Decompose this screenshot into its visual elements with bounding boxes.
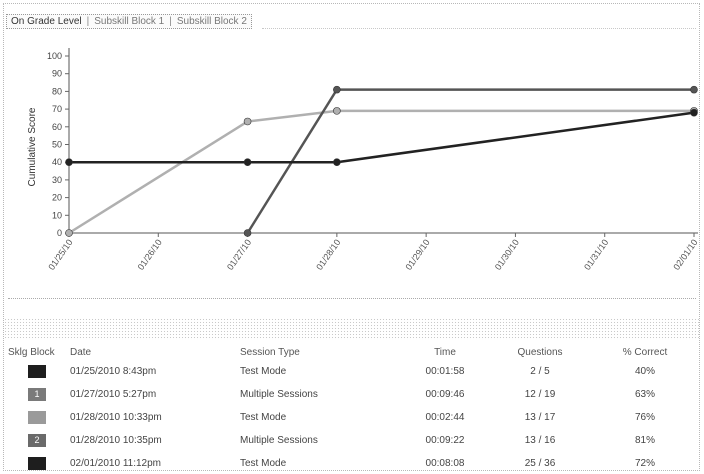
col-header-block[interactable]: Sklg Block: [8, 346, 55, 358]
pct-correct-cell: 81%: [634, 435, 655, 446]
pct-correct-cell: 63%: [634, 389, 655, 400]
y-tick-label: 0: [57, 228, 62, 238]
x-tick-label: 02/01/10: [671, 237, 699, 271]
cumulative-score-chart: Cumulative Score 01020304050607080901000…: [27, 48, 700, 272]
questions-cell: 2 / 5: [530, 366, 550, 377]
session-table: Sklg Block Date Session Type Time Questi…: [8, 344, 700, 474]
date-cell: 02/01/2010 11:12pm: [70, 458, 162, 469]
questions-cell: 12 / 19: [524, 389, 556, 400]
tab-on-grade-level[interactable]: On Grade Level: [11, 16, 82, 27]
y-tick-label: 10: [52, 210, 62, 220]
session-type-cell: Test Mode: [240, 412, 287, 423]
y-tick-label: 20: [52, 193, 62, 203]
block-cell: [8, 406, 70, 429]
section-divider: [8, 298, 696, 299]
tab-subskill-block-2[interactable]: Subskill Block 2: [176, 16, 247, 27]
x-tick-label: 01/27/10: [225, 237, 253, 271]
series-2-point: [690, 85, 698, 94]
y-tick-label: 30: [52, 175, 62, 185]
y-tick-label: 90: [52, 69, 62, 79]
questions-cell: 13 / 17: [524, 412, 556, 423]
series-1-point: [243, 117, 252, 126]
pct-correct-cell: 76%: [634, 412, 655, 423]
date-cell: 01/27/2010 5:27pm: [70, 389, 157, 400]
session-type-cell: Test Mode: [240, 458, 287, 469]
session-type-cell: Multiple Sessions: [240, 389, 318, 400]
x-tick-label: 01/29/10: [403, 237, 431, 271]
block-swatch: [28, 411, 46, 424]
y-tick-label: 40: [52, 157, 62, 167]
table-row[interactable]: 01/28/2010 10:33pm Test Mode 00:02:44 13 / …: [8, 406, 700, 429]
table-row[interactable]: 2 01/28/2010 10:35pm Multiple Sessions 00:0…: [8, 429, 700, 452]
col-header-questions[interactable]: Questions: [517, 346, 563, 358]
col-header-pct-correct[interactable]: % Correct: [622, 346, 668, 358]
session-type-cell: Multiple Sessions: [240, 435, 318, 446]
col-header-date[interactable]: Date: [70, 346, 92, 358]
series-1-point: [65, 229, 73, 237]
series-3-point: [243, 158, 252, 166]
table-row[interactable]: 02/01/2010 11:12pm Test Mode 00:08:08 25 / …: [8, 452, 700, 474]
date-cell: 01/28/2010 10:33pm: [70, 412, 162, 423]
tabs-underline: [262, 28, 696, 29]
series-1-point: [333, 107, 341, 115]
block-swatch: 2: [28, 434, 46, 447]
date-cell: 01/28/2010 10:35pm: [70, 435, 162, 446]
questions-cell: 13 / 16: [524, 435, 556, 446]
time-cell: 00:01:58: [425, 366, 465, 377]
y-tick-label: 60: [52, 122, 62, 132]
series-2-point: [333, 85, 341, 94]
series-3-point: [690, 108, 698, 117]
series-3-point: [333, 158, 341, 166]
block-swatch: 1: [28, 388, 46, 401]
report-panel: [3, 3, 700, 471]
series-3-point: [65, 158, 73, 166]
time-cell: 00:09:22: [425, 435, 465, 446]
pct-correct-cell: 40%: [634, 366, 655, 377]
date-cell: 01/25/2010 8:43pm: [70, 366, 157, 377]
block-cell: 2: [8, 429, 70, 452]
block-swatch: [28, 457, 46, 470]
y-tick-label: 70: [52, 104, 62, 114]
table-row[interactable]: 1 01/27/2010 5:27pm Multiple Sessions 00:09…: [8, 383, 700, 406]
series-line-3: [69, 111, 695, 164]
block-cell: [8, 360, 70, 383]
time-cell: 00:09:46: [425, 389, 465, 400]
x-tick-label: 01/26/10: [136, 237, 164, 271]
x-tick-label: 01/25/10: [46, 237, 74, 271]
y-tick-label: 50: [52, 140, 62, 150]
y-tick-label: 80: [52, 86, 62, 96]
block-swatch: [28, 365, 46, 378]
tab-separator: |: [86, 16, 90, 27]
col-header-session-type[interactable]: Session Type: [240, 346, 300, 358]
time-cell: 00:02:44: [425, 412, 465, 423]
table-header-band: [4, 318, 700, 340]
block-cell: [8, 452, 70, 474]
x-tick-label: 01/28/10: [314, 237, 342, 271]
series-2-point: [243, 229, 252, 237]
x-tick-label: 01/30/10: [493, 237, 521, 271]
table-header-row: Sklg Block Date Session Type Time Questi…: [8, 344, 700, 360]
tab-separator: |: [169, 16, 172, 27]
y-tick-label: 100: [47, 51, 62, 61]
pct-correct-cell: 72%: [634, 458, 655, 469]
col-header-time[interactable]: Time: [434, 346, 456, 358]
block-cell: 1: [8, 383, 70, 406]
y-axis-title: Cumulative Score: [27, 107, 38, 186]
series-line-1: [68, 109, 694, 235]
block-tabs: On Grade Level | Subskill Block 1 | Subs…: [6, 14, 252, 29]
plot-area: 0 10 20 30 40 50 60 70 80 90 100 01/25/10 01/26/10 01…: [46, 48, 700, 272]
table-row[interactable]: 01/25/2010 8:43pm Test Mode 00:01:58 2 / 5 4…: [8, 360, 700, 383]
tab-subskill-block-1[interactable]: Subskill Block 1: [94, 16, 165, 27]
x-tick-label: 01/31/10: [582, 237, 610, 271]
questions-cell: 25 / 36: [524, 458, 556, 469]
time-cell: 00:08:08: [425, 458, 465, 469]
session-type-cell: Test Mode: [240, 366, 287, 377]
